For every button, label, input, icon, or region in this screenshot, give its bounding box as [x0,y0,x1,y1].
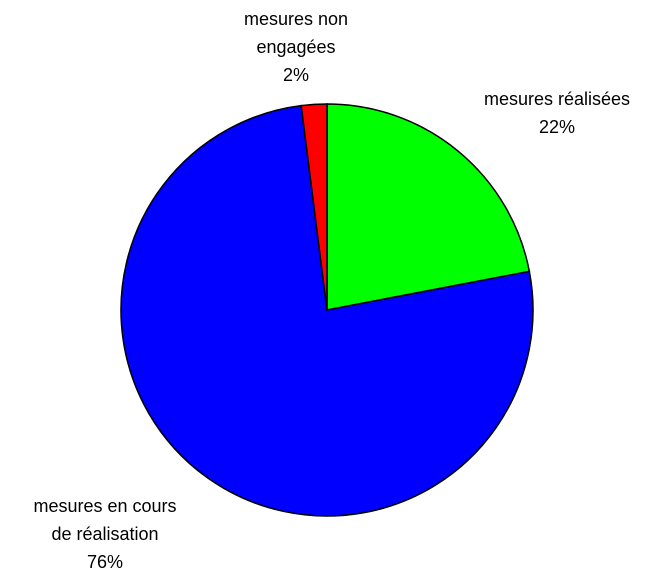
slice-label: engagées [256,37,335,57]
pie-slice [120,104,534,517]
slice-label: mesures réalisées [484,89,630,109]
slice-value-label: 76% [87,552,123,571]
slice-label: mesures en cours [33,496,176,516]
slice-label: de réalisation [51,524,158,544]
pie-slice [326,103,531,311]
pie-slice [300,103,328,311]
slice-label: mesures non [244,9,348,29]
slice-value-label: 2% [283,65,309,85]
slice-value-label: 22% [539,117,575,137]
